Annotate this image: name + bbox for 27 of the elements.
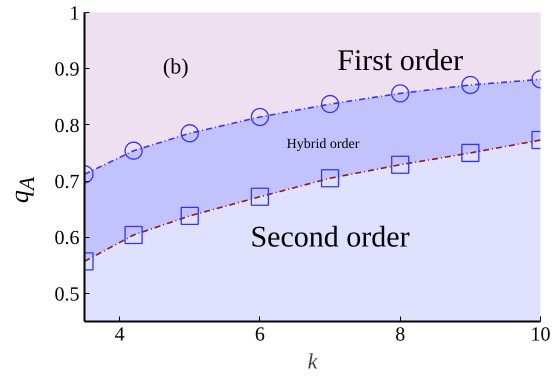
x-tick-label: 8	[395, 324, 406, 346]
x-tick-label: 6	[254, 324, 265, 346]
y-tick-label: 0.8	[54, 114, 80, 137]
point	[391, 84, 410, 103]
annotation: Hybrid order	[286, 137, 360, 152]
x-tick-label: 4	[114, 324, 125, 346]
point	[124, 142, 143, 160]
y-tick-label: 0.5	[54, 283, 80, 306]
point	[461, 144, 480, 162]
point	[391, 156, 410, 174]
point	[461, 76, 480, 94]
x-tick-label: 10	[530, 324, 550, 346]
y-tick-label: 0.9	[54, 58, 80, 81]
point	[250, 188, 270, 206]
y-tick-label: 0.6	[54, 227, 80, 250]
y-tick-label: 0.7	[54, 171, 80, 194]
x-axis-title: k	[308, 348, 319, 374]
point	[124, 226, 143, 244]
point	[320, 94, 340, 114]
annotation: Second order	[250, 220, 410, 254]
point	[180, 124, 199, 142]
y-tick-label: 1	[70, 2, 80, 24]
annotation: (b)	[162, 53, 189, 78]
annotation: First order	[337, 44, 464, 77]
point	[180, 206, 199, 226]
point	[320, 169, 340, 188]
point	[250, 108, 270, 126]
